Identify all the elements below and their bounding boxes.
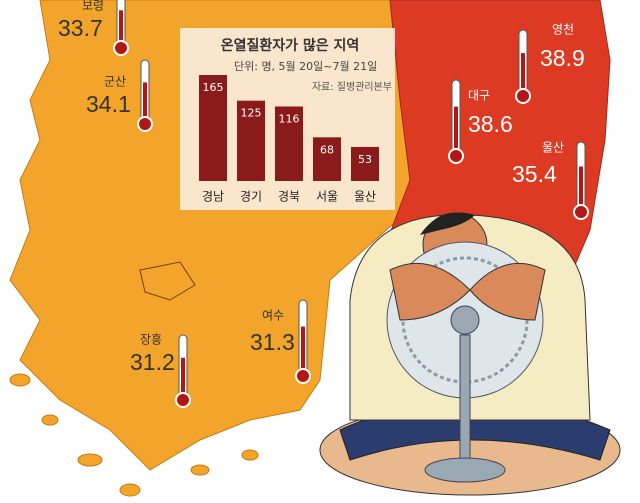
thermometer-mercury [301, 326, 305, 376]
chart-subtitle: 단위: 명, 5월 20일~7월 21일 [234, 59, 377, 73]
value-label: 68 [320, 143, 334, 156]
city-temperature: 31.3 [250, 329, 295, 355]
bar [351, 146, 379, 181]
x-tick-label: 경기 [240, 190, 262, 204]
thermometer-mercury [521, 53, 525, 96]
city-outline [139, 261, 196, 301]
city-temperature: 33.7 [58, 15, 103, 41]
city-name: 울산 [542, 141, 564, 155]
bar [313, 137, 341, 181]
city-temperature: 38.6 [468, 111, 513, 137]
x-tick-label: 서울 [316, 190, 338, 204]
bar-chart: 165 경남 125 경기 116 경북 68 서울 53 울산 [199, 75, 379, 204]
x-tick-label: 울산 [354, 190, 376, 204]
city-name: 보령 [82, 0, 104, 13]
thermometer-bulb [573, 204, 589, 220]
city-temperature: 34.1 [86, 91, 131, 117]
thermometer-mercury [579, 166, 583, 212]
city-name: 군산 [104, 75, 126, 89]
thermometer-bulb [515, 88, 531, 104]
x-tick-label: 경남 [202, 190, 224, 204]
thermometer-mercury [181, 357, 185, 400]
chart-source: 자료: 질병관리본부 [312, 81, 392, 93]
value-label: 53 [358, 153, 372, 166]
city-name: 영천 [552, 22, 574, 37]
city-name: 대구 [468, 89, 490, 103]
thermometer-bulb [175, 392, 191, 408]
bar [199, 75, 227, 181]
thermometer-mercury [143, 82, 147, 124]
city-temperature: 31.2 [130, 349, 175, 375]
value-label: 125 [241, 107, 262, 120]
thermometer-bulb [113, 40, 129, 56]
islands [9, 373, 259, 497]
illustration [319, 212, 621, 496]
city-labels: 보령 33.7 군산 34.1 영천 38.9 대구 38.6 울산 35.4 장흥 31.2 여수 31… [58, 0, 589, 408]
value-label: 116 [279, 112, 300, 125]
thermometer-bulb [137, 116, 153, 132]
city-name: 장흥 [140, 333, 162, 347]
bar [275, 106, 303, 181]
city-temperature: 35.4 [512, 161, 557, 187]
city-name: 여수 [262, 309, 284, 323]
thermometer-bulb [448, 148, 464, 164]
x-tick-label: 경북 [278, 190, 300, 204]
value-label: 165 [203, 81, 224, 94]
chart-title: 온열질환자가 많은 지역 [221, 37, 360, 54]
city-temperature: 38.9 [540, 45, 585, 71]
thermometer-mercury [119, 10, 123, 49]
thermometer-mercury [454, 106, 458, 156]
thermometer-bulb [295, 368, 311, 384]
bar [237, 100, 265, 181]
